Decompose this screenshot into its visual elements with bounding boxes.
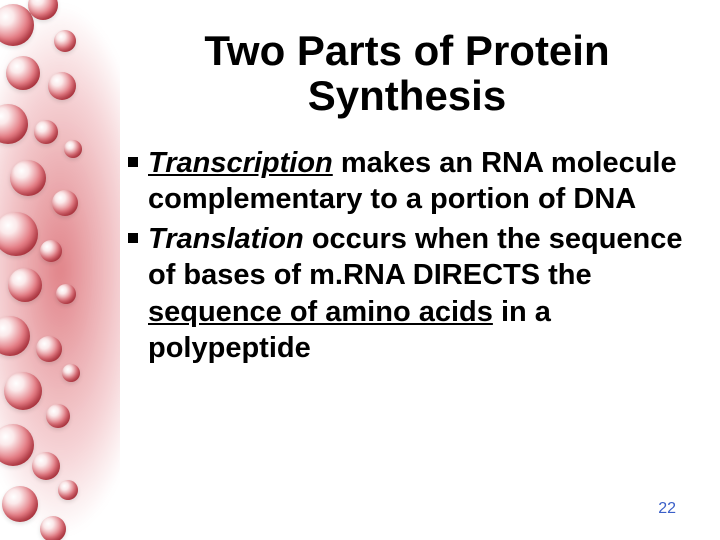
bullet-lead: Translation: [148, 223, 304, 255]
slide-title: Two Parts of Protein Synthesis: [128, 28, 686, 119]
page-number: 22: [658, 500, 676, 518]
bullet-lead: Transcription: [148, 147, 333, 179]
slide-content: Two Parts of Protein Synthesis Transcrip…: [0, 0, 720, 540]
bullet-list: Transcription makes an RNA molecule comp…: [128, 145, 686, 367]
bullet-underline: sequence of amino acids: [148, 296, 493, 328]
bullet-item: Translation occurs when the sequence of …: [128, 221, 686, 366]
bullet-item: Transcription makes an RNA molecule comp…: [128, 145, 686, 218]
